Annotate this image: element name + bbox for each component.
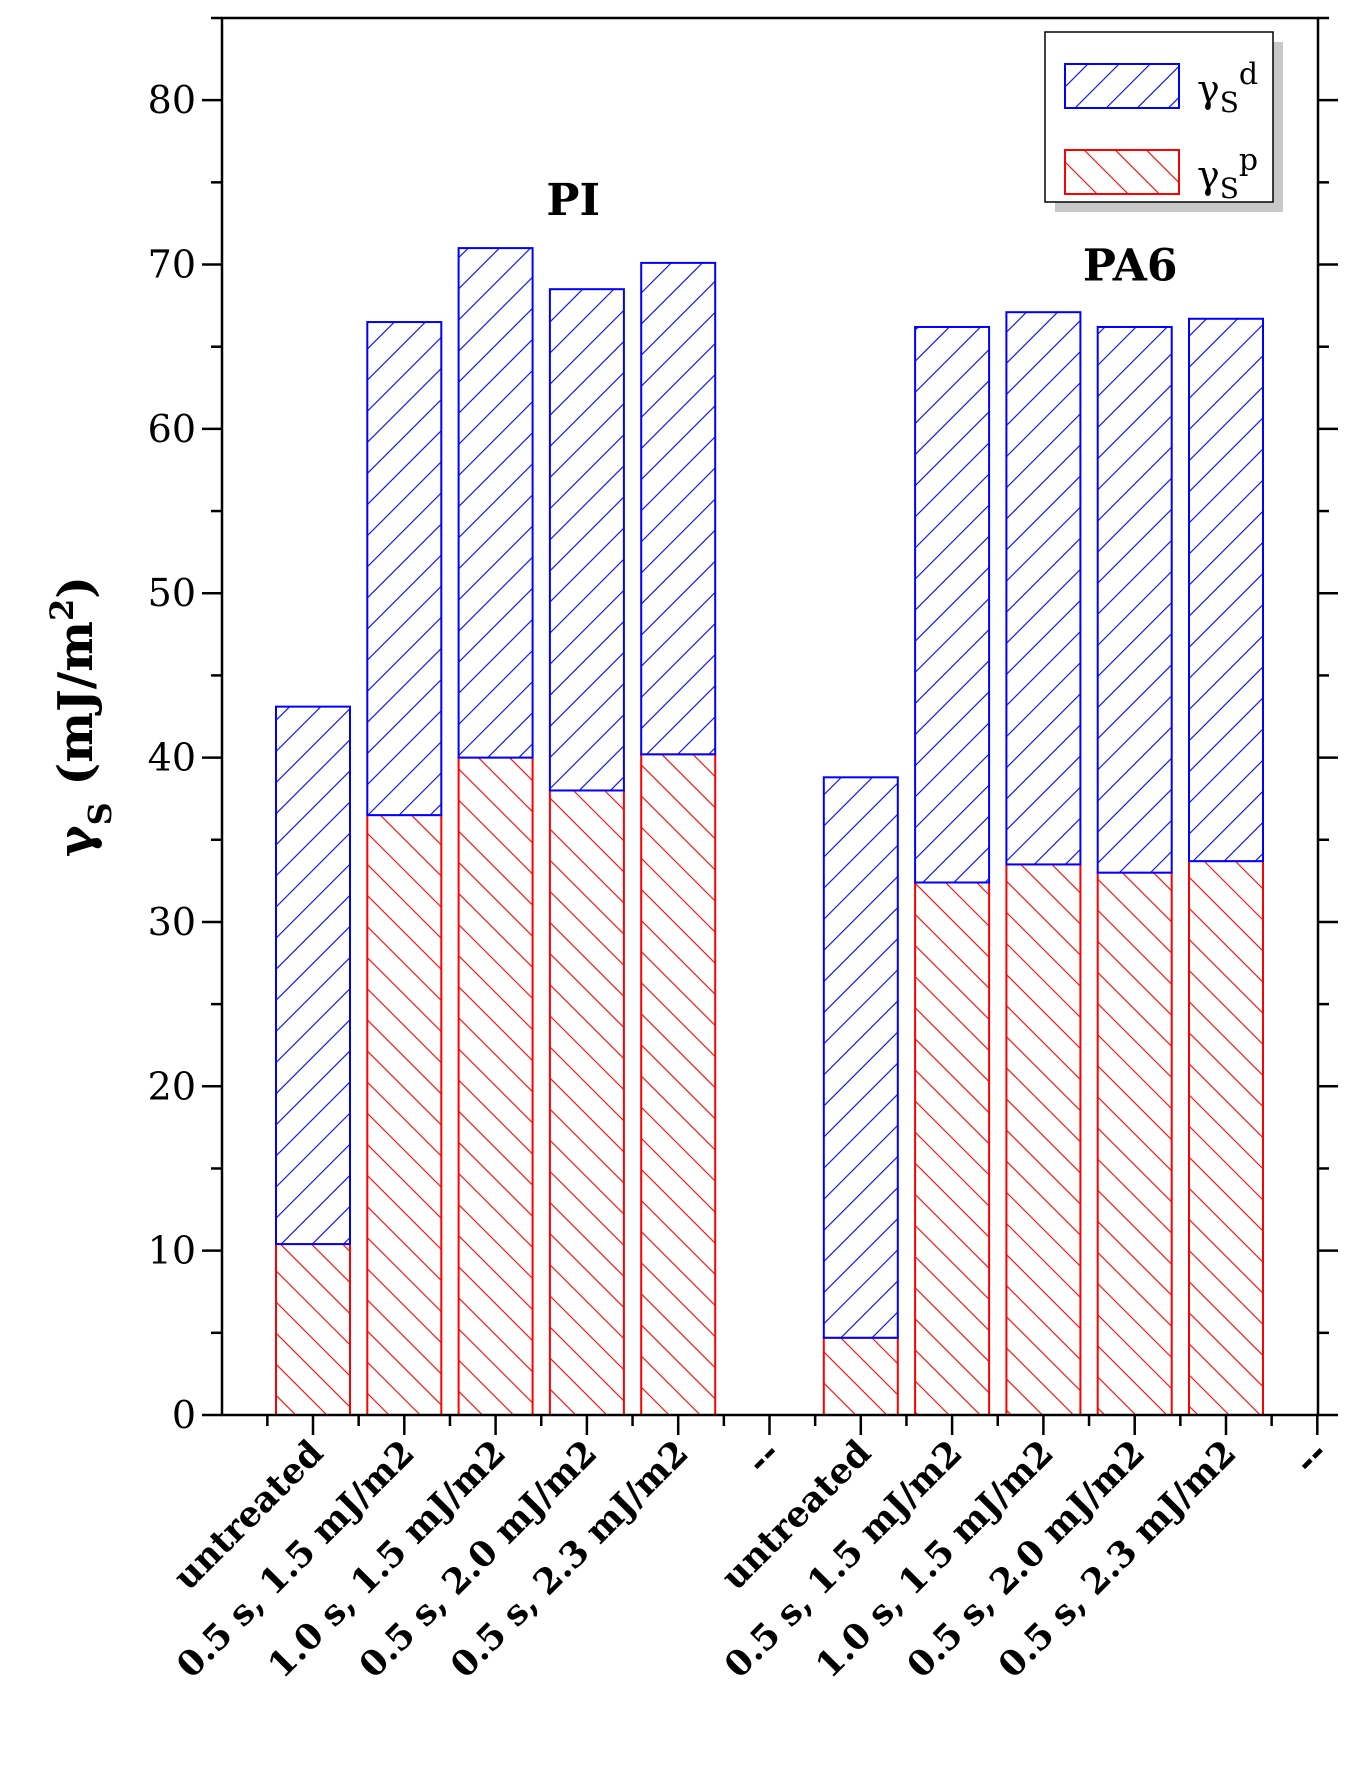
bar-dispersive-0 (275, 705, 351, 1246)
y-tick-label: 40 (148, 736, 196, 780)
y-tick-label: 10 (148, 1229, 196, 1273)
y-axis-label: γS (mJ/m2) (43, 576, 119, 857)
legend-label-polar: γSp (1197, 143, 1258, 205)
bar-polar-10 (1188, 860, 1264, 1416)
bar-dispersive-4 (640, 261, 717, 756)
legend-label-dispersive: γSd (1197, 57, 1258, 119)
bar-dispersive-1 (366, 321, 443, 817)
bar-dispersive-6 (822, 776, 899, 1339)
group-label-pa6: PA6 (1083, 241, 1178, 292)
bar-polar-4 (640, 753, 717, 1416)
x-tick-label: -- (738, 1432, 788, 1482)
y-ticks: 0 10 20 30 40 50 60 70 80 (148, 16, 1338, 1437)
bar-dispersive-7 (914, 325, 991, 884)
y-tick-label: 80 (148, 78, 196, 122)
bars (275, 247, 1264, 1417)
x-tick-label: -- (1286, 1432, 1336, 1482)
bar-polar-3 (548, 789, 625, 1416)
y-tick-label: 70 (148, 243, 196, 287)
group-label-pi: PI (546, 175, 600, 226)
bar-dispersive-9 (1096, 325, 1173, 874)
y-tick-label: 0 (172, 1393, 196, 1437)
y-tick-label: 20 (148, 1064, 196, 1108)
bar-polar-9 (1096, 871, 1173, 1416)
bar-dispersive-3 (548, 288, 625, 792)
bar-polar-7 (914, 881, 991, 1416)
x-ticks (266, 1415, 1319, 1435)
bar-dispersive-10 (1188, 317, 1264, 863)
group-labels: PI PA6 (546, 175, 1177, 292)
bar-dispersive-8 (1005, 311, 1082, 866)
legend: γSd γSp (1044, 31, 1283, 212)
y-tick-label: 60 (148, 407, 196, 451)
bar-polar-8 (1005, 863, 1082, 1416)
bar-dispersive-2 (457, 247, 534, 759)
bar-polar-0 (275, 1243, 351, 1417)
legend-swatch-polar (1064, 149, 1180, 195)
y-tick-label: 30 (148, 900, 196, 944)
legend-swatch-dispersive (1064, 63, 1180, 109)
bar-polar-1 (366, 814, 443, 1416)
bar-polar-2 (457, 756, 534, 1416)
y-tick-label: 50 (148, 571, 196, 615)
bar-polar-6 (822, 1336, 899, 1417)
